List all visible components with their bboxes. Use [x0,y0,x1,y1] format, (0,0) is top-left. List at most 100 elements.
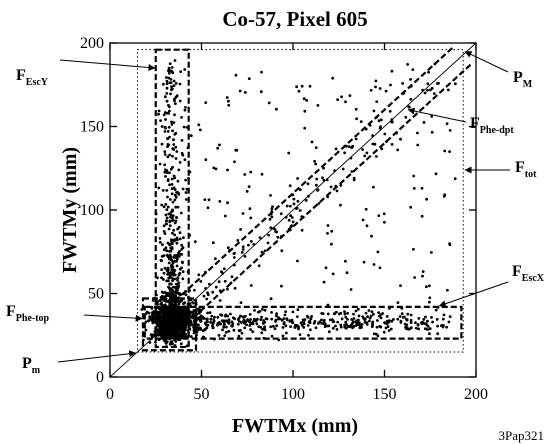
scatter-point [184,191,188,194]
scatter-point [258,310,262,313]
scatter-point [170,258,174,262]
scatter-point [242,319,246,323]
scatter-point [382,330,386,334]
scatter-point [269,325,273,329]
scatter-point [171,208,174,212]
scatter-point [160,290,164,294]
scatter-point [163,150,167,154]
scatter-point [316,188,319,192]
scatter-point [296,308,300,311]
scatter-point [380,147,384,151]
scatter-point [335,189,339,193]
scatter-point [203,198,207,202]
scatter-point [205,317,209,321]
scatter-point [416,131,419,135]
scatter-point [448,315,452,318]
scatter-point [168,253,172,257]
scatter-point [398,315,402,318]
scatter-point [275,312,278,316]
scatter-point [247,77,251,80]
scatter-point [343,325,347,329]
scatter-point [227,99,230,103]
scatter-point [227,329,231,333]
scatter-point [182,321,185,325]
scatter-point [343,151,346,155]
scatter-point [374,332,378,336]
scatter-point [165,279,169,283]
scatter-point [180,116,184,119]
scatter-point [162,82,165,86]
scatter-point [231,322,235,326]
scatter-point [158,240,162,244]
scatter-point [160,203,164,207]
scatter-point [174,131,178,135]
scatter-point [400,312,404,316]
scatter-point [248,320,252,324]
scatter-point [173,59,177,62]
scatter-point [206,320,209,324]
scatter-point [177,325,181,329]
scatter-point [179,333,183,336]
scatter-point [263,249,267,253]
scatter-point [171,238,175,242]
scatter-point [350,318,354,321]
scatter-point [236,239,240,242]
scatter-point [181,261,184,265]
scatter-point [162,312,165,316]
scatter-point [166,291,170,295]
scatter-point [378,314,381,318]
scatter-point [374,79,378,83]
scatter-point [422,121,426,124]
scatter-point [184,332,188,336]
scatter-point [388,109,392,113]
scatter-point [183,68,187,71]
scatter-point [399,137,402,141]
scatter-point [168,171,171,175]
scatter-point [157,186,161,190]
scatter-point [172,268,176,272]
scatter-point [340,95,343,99]
scatter-point [183,108,187,112]
scatter-point [339,323,343,327]
scatter-point [144,328,148,332]
scatter-point [325,324,329,328]
scatter-point [170,120,173,124]
scatter-point [284,310,287,314]
scatter-point [163,163,167,167]
scatter-point [170,246,174,249]
scatter-point [382,212,386,216]
scatter-point [166,145,169,149]
scatter-point [361,218,365,222]
scatter-point [302,326,306,329]
scatter-point [164,175,167,178]
scatter-point [412,187,416,190]
scatter-point [287,151,291,155]
scatter-point [291,321,295,325]
scatter-point [170,177,174,181]
scatter-point [181,270,185,274]
scatter-point [212,318,216,321]
scatter-point [334,147,338,151]
scatter-point [237,334,241,338]
scatter-point [421,320,424,324]
scatter-point [162,230,166,233]
scatter-point [198,326,202,330]
scatter-point [296,177,299,180]
scatter-point [180,139,184,142]
scatter-point [163,232,167,236]
scatter-point [182,236,185,240]
scatter-point [175,254,179,257]
scatter-point [174,102,177,105]
scatter-point [172,328,176,331]
scatter-point [180,151,184,155]
scatter-point [331,76,335,80]
scatter-point [158,237,162,240]
scatter-point [426,328,429,331]
scatter-point [430,130,434,134]
scatter-point [177,168,181,172]
scatter-point [314,326,318,330]
scatter-point [170,66,174,69]
scatter-point [171,288,174,292]
scatter-point [159,321,163,324]
scatter-point [359,120,363,123]
